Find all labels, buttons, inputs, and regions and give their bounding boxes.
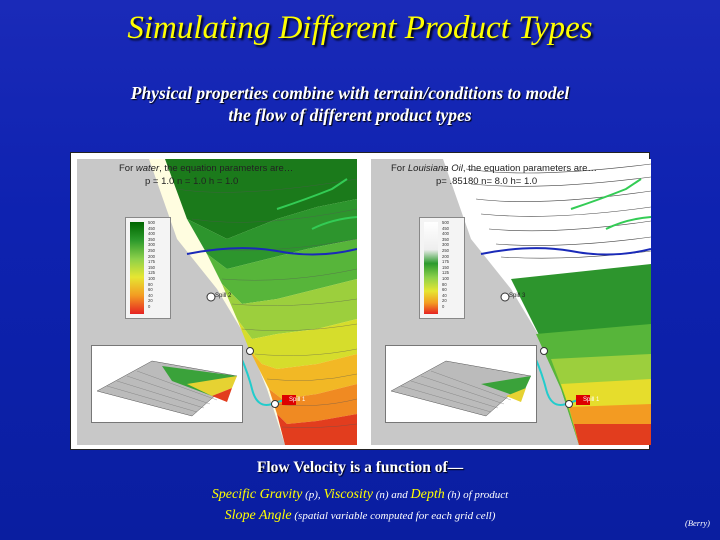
- water-flow-map: [149, 159, 357, 445]
- legend-color-bar: [130, 222, 144, 314]
- subtitle-line-1: Physical properties combine with terrain…: [130, 83, 570, 103]
- simulation-figure: For water, the equation parameters are… …: [70, 152, 651, 450]
- oil-heading: For Louisiana Oil, the equation paramete…: [391, 163, 597, 174]
- spill-3-label: Spill 3: [509, 293, 526, 299]
- credit-text: (Berry): [684, 518, 710, 528]
- oil-flow-map: [443, 159, 651, 445]
- factors-line-2: Slope Angle (spatial variable computed f…: [224, 508, 496, 523]
- water-simulation-panel: For water, the equation parameters are… …: [77, 159, 357, 445]
- spill-1-label: Spill 1: [289, 397, 306, 403]
- spill-2-label: Spill 2: [215, 293, 232, 299]
- slide-title: Simulating Different Product Types: [127, 10, 593, 46]
- oil-legend: 500 450 400 350 300 250 200 175 150 125 100 80 60 40 2…: [419, 217, 465, 319]
- legend-color-bar: [424, 222, 438, 314]
- slide-subtitle: Physical properties combine with terrain…: [60, 82, 640, 126]
- flow-velocity-heading: Flow Velocity is a function of—: [256, 459, 464, 476]
- oil-3d-surface: [385, 345, 537, 423]
- water-legend: 500 450 400 350 300 250 200 175 150 125 100 80 60 40 2…: [125, 217, 171, 319]
- legend-labels: 500 450 400 350 300 250 200 175 150 125 100 80 60 40 2…: [148, 220, 155, 309]
- oil-simulation-panel: For Louisiana Oil, the equation paramete…: [371, 159, 651, 445]
- spill-1-label: Spill 1: [583, 397, 600, 403]
- factors-line-1: Specific Gravity (p), Viscosity (n) and …: [211, 487, 509, 502]
- water-params: p = 1.0 n = 1.0 h = 1.0: [145, 176, 239, 187]
- water-3d-surface: [91, 345, 243, 423]
- legend-labels: 500 450 400 350 300 250 200 175 150 125 100 80 60 40 2…: [442, 220, 449, 309]
- oil-params: p= .85180 n= 8.0 h= 1.0: [436, 176, 538, 187]
- subtitle-line-2: the flow of different product types: [228, 105, 472, 125]
- water-heading: For water, the equation parameters are…: [119, 163, 294, 174]
